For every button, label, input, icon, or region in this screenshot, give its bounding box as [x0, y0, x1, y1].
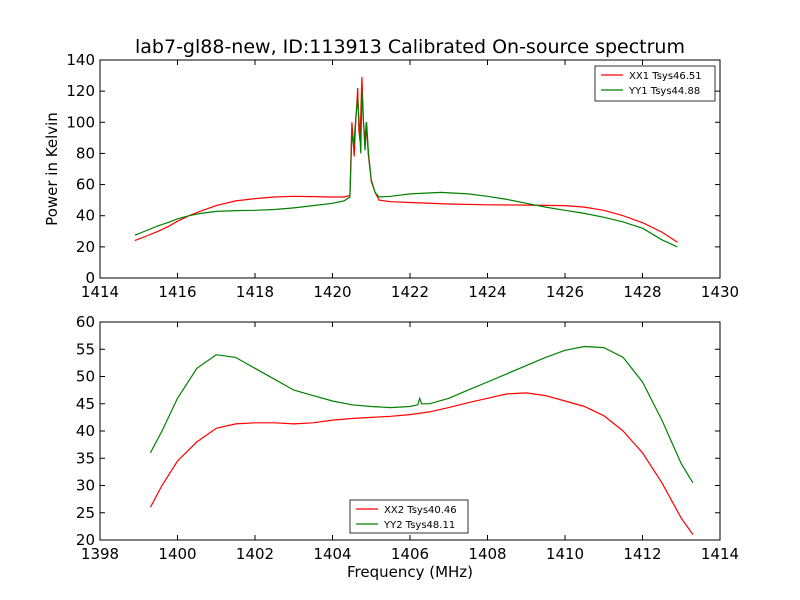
x-tick-label: 1428: [623, 283, 661, 301]
y-tick-label: 40: [76, 207, 95, 225]
x-tick-label: 1422: [391, 283, 429, 301]
x-tick-label: 1400: [158, 545, 196, 563]
y-tick-label: 20: [76, 531, 95, 549]
y-axis-label: Power in Kelvin: [43, 112, 61, 226]
x-tick-label: 1424: [468, 283, 506, 301]
y-tick-label: 20: [76, 238, 95, 256]
x-tick-label: 1414: [701, 545, 739, 563]
x-tick-label: 1402: [236, 545, 274, 563]
y-tick-label: 25: [76, 504, 95, 522]
x-tick-label: 1426: [546, 283, 584, 301]
y-tick-label: 140: [66, 51, 95, 69]
x-tick-label: 1414: [81, 283, 119, 301]
legend-entry: YY1 Tsys44.88: [628, 86, 700, 97]
bottom-subplot: 1398 1400 1402 1404 1406 1408 1410 1412 1414 20 25…: [76, 313, 739, 581]
legend-entry: YY2 Tsys48.11: [383, 520, 455, 531]
legend: XX2 Tsys40.46 YY2 Tsys48.11: [349, 499, 469, 534]
x-tick-label: 1416: [158, 283, 196, 301]
figure-title: lab7-gl88-new, ID:113913 Calibrated On-s…: [135, 36, 685, 58]
x-tick-label: 1406: [391, 545, 429, 563]
y-tick-label: 120: [66, 82, 95, 100]
series-line-2: [149, 345, 694, 484]
y-tick-label: 50: [76, 368, 95, 386]
x-tick-label: 1398: [81, 545, 119, 563]
y-tick-label: 60: [76, 176, 95, 194]
y-tick-label: 40: [76, 422, 95, 440]
x-tick-label: 1430: [701, 283, 739, 301]
y-tick-label: 55: [76, 340, 95, 358]
x-tick-label: 1412: [623, 545, 661, 563]
y-tick-label: 60: [76, 313, 95, 331]
x-tick-label: 1420: [313, 283, 351, 301]
y-tick-label: 80: [76, 144, 95, 162]
x-tick-label: 1408: [468, 545, 506, 563]
legend-entry: XX1 Tsys46.51: [629, 71, 702, 82]
legend-box: [594, 65, 716, 102]
y-tick-label: 35: [76, 449, 95, 467]
y-tick-label: 30: [76, 477, 95, 495]
series-line-1: [134, 77, 678, 243]
x-axis-label: Frequency (MHz): [347, 563, 473, 581]
legend-entry: XX2 Tsys40.46: [384, 505, 457, 516]
legend: XX1 Tsys46.51 YY1 Tsys44.88: [594, 65, 716, 102]
x-tick-label: 1410: [546, 545, 584, 563]
y-tick-label: 45: [76, 395, 95, 413]
series-line-2: [134, 91, 678, 248]
y-tick-label: 0: [85, 269, 95, 287]
x-tick-label: 1418: [236, 283, 274, 301]
y-tick-label: 100: [66, 113, 95, 131]
x-tick-label: 1404: [313, 545, 351, 563]
series-line-1: [149, 392, 694, 535]
legend-box: [349, 499, 469, 534]
top-subplot: 1414 1416 1418 1420 1422 1424 1426 1428 1430 0 20 4…: [43, 51, 739, 301]
